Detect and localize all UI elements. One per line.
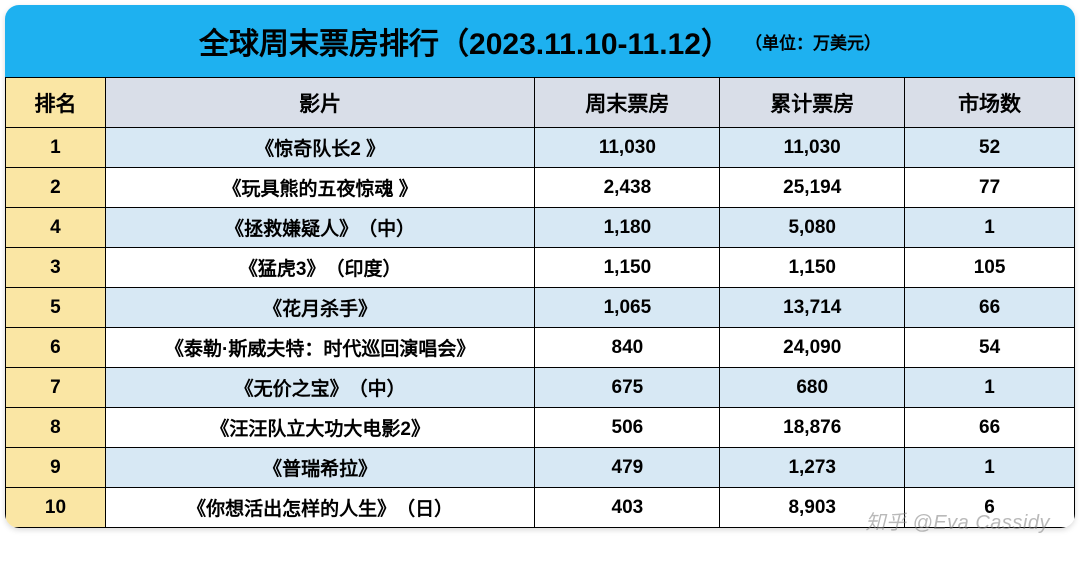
- boxoffice-table: 排名 影片 周末票房 累计票房 市场数 1《惊奇队长2 》11,03011,03…: [5, 77, 1075, 528]
- cell-cume: 1,273: [720, 448, 905, 488]
- table-row: 5《花月杀手》1,06513,71466: [6, 288, 1075, 328]
- cell-title: 《猛虎3》 （印度）: [105, 248, 535, 288]
- cell-weekend: 840: [535, 328, 720, 368]
- cell-rank: 10: [6, 488, 106, 528]
- cell-markets: 105: [905, 248, 1075, 288]
- cell-markets: 54: [905, 328, 1075, 368]
- cell-cume: 18,876: [720, 408, 905, 448]
- boxoffice-table-container: 全球周末票房排行（2023.11.10-11.12） （单位：万美元） 排名 影…: [5, 5, 1075, 528]
- cell-weekend: 2,438: [535, 168, 720, 208]
- cell-markets: 66: [905, 288, 1075, 328]
- header-row: 排名 影片 周末票房 累计票房 市场数: [6, 78, 1075, 128]
- cell-title: 《你想活出怎样的人生》 （日）: [105, 488, 535, 528]
- cell-markets: 52: [905, 128, 1075, 168]
- table-row: 2《玩具熊的五夜惊魂 》2,43825,19477: [6, 168, 1075, 208]
- table-row: 6《泰勒·斯威夫特：时代巡回演唱会》84024,09054: [6, 328, 1075, 368]
- cell-markets: 1: [905, 448, 1075, 488]
- table-row: 9《普瑞希拉》4791,2731: [6, 448, 1075, 488]
- table-row: 7《无价之宝》 （中）6756801: [6, 368, 1075, 408]
- cell-title: 《惊奇队长2 》: [105, 128, 535, 168]
- cell-markets: 1: [905, 368, 1075, 408]
- header-title: 影片: [105, 78, 535, 128]
- cell-weekend: 403: [535, 488, 720, 528]
- cell-title: 《无价之宝》 （中）: [105, 368, 535, 408]
- cell-rank: 5: [6, 288, 106, 328]
- title-unit: （单位：万美元）: [745, 29, 881, 54]
- cell-cume: 13,714: [720, 288, 905, 328]
- cell-title: 《花月杀手》: [105, 288, 535, 328]
- cell-rank: 9: [6, 448, 106, 488]
- cell-rank: 4: [6, 208, 106, 248]
- cell-weekend: 1,065: [535, 288, 720, 328]
- title-bar: 全球周末票房排行（2023.11.10-11.12） （单位：万美元）: [5, 5, 1075, 77]
- cell-weekend: 1,150: [535, 248, 720, 288]
- cell-title: 《汪汪队立大功大电影2》: [105, 408, 535, 448]
- cell-markets: 66: [905, 408, 1075, 448]
- cell-rank: 8: [6, 408, 106, 448]
- cell-title: 《拯救嫌疑人》 （中）: [105, 208, 535, 248]
- table-row: 8《汪汪队立大功大电影2》50618,87666: [6, 408, 1075, 448]
- header-rank: 排名: [6, 78, 106, 128]
- cell-cume: 680: [720, 368, 905, 408]
- cell-title: 《普瑞希拉》: [105, 448, 535, 488]
- table-row: 3《猛虎3》 （印度）1,1501,150105: [6, 248, 1075, 288]
- cell-cume: 25,194: [720, 168, 905, 208]
- cell-cume: 1,150: [720, 248, 905, 288]
- header-markets: 市场数: [905, 78, 1075, 128]
- cell-markets: 6: [905, 488, 1075, 528]
- cell-rank: 2: [6, 168, 106, 208]
- table-row: 4《拯救嫌疑人》 （中）1,1805,0801: [6, 208, 1075, 248]
- header-cume: 累计票房: [720, 78, 905, 128]
- cell-title: 《玩具熊的五夜惊魂 》: [105, 168, 535, 208]
- cell-weekend: 675: [535, 368, 720, 408]
- cell-title: 《泰勒·斯威夫特：时代巡回演唱会》: [105, 328, 535, 368]
- cell-cume: 11,030: [720, 128, 905, 168]
- cell-cume: 24,090: [720, 328, 905, 368]
- title-main: 全球周末票房排行（2023.11.10-11.12）: [199, 19, 731, 63]
- cell-rank: 3: [6, 248, 106, 288]
- table-row: 10《你想活出怎样的人生》 （日）4038,9036: [6, 488, 1075, 528]
- cell-weekend: 506: [535, 408, 720, 448]
- header-weekend: 周末票房: [535, 78, 720, 128]
- cell-weekend: 11,030: [535, 128, 720, 168]
- cell-cume: 8,903: [720, 488, 905, 528]
- cell-rank: 6: [6, 328, 106, 368]
- cell-cume: 5,080: [720, 208, 905, 248]
- cell-markets: 77: [905, 168, 1075, 208]
- cell-weekend: 479: [535, 448, 720, 488]
- cell-rank: 7: [6, 368, 106, 408]
- table-row: 1《惊奇队长2 》11,03011,03052: [6, 128, 1075, 168]
- cell-markets: 1: [905, 208, 1075, 248]
- cell-rank: 1: [6, 128, 106, 168]
- cell-weekend: 1,180: [535, 208, 720, 248]
